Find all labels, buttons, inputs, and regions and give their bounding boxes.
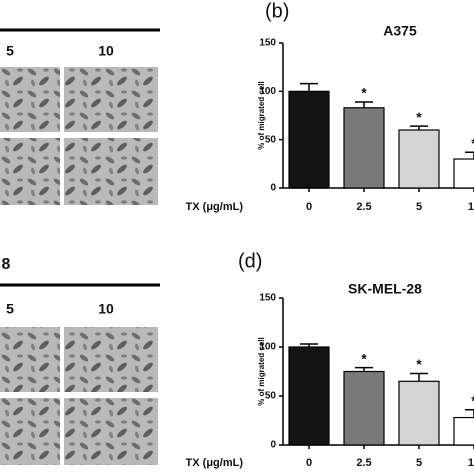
micrograph <box>64 327 158 392</box>
x-axis-label: TX (μg/mL) <box>186 457 244 469</box>
micrograph <box>0 327 60 392</box>
y-tick-label: 100 <box>259 86 276 97</box>
x-tick-label: 0 <box>306 457 312 469</box>
panel-label: (d) <box>238 250 262 272</box>
micrograph <box>0 67 60 132</box>
column-label: 10 <box>98 43 114 59</box>
x-tick-label: 5 <box>416 457 422 469</box>
column-label: 10 <box>98 301 114 317</box>
y-axis-label: % of migrated cell <box>257 81 266 149</box>
x-tick-label: 5 <box>416 201 422 213</box>
y-tick-label: 50 <box>265 391 277 402</box>
panel-label: (b) <box>265 0 289 22</box>
y-tick-label: 150 <box>259 38 276 49</box>
significance-mark: * <box>471 392 474 408</box>
y-axis-label: % of migrated cell <box>257 337 266 405</box>
y-tick-label: 50 <box>265 134 277 145</box>
x-tick-label: 2.5 <box>356 201 371 213</box>
bar <box>288 346 330 446</box>
bar <box>398 129 440 189</box>
bar <box>453 158 474 189</box>
micrograph <box>64 398 158 465</box>
y-tick-label: 0 <box>270 183 276 194</box>
significance-mark: * <box>416 356 422 372</box>
bar <box>398 380 440 446</box>
significance-mark: * <box>361 85 367 101</box>
y-tick-label: 150 <box>259 293 276 304</box>
x-axis-label: TX (μg/mL) <box>186 201 244 213</box>
x-tick-label: 2.5 <box>356 457 371 469</box>
y-tick-label: 0 <box>270 440 276 451</box>
micrograph <box>0 398 60 465</box>
micrograph <box>0 138 60 205</box>
y-tick-label: 100 <box>259 342 276 353</box>
x-tick-label: 0 <box>306 201 312 213</box>
bar <box>288 90 330 189</box>
x-tick-label: 10 <box>468 201 474 213</box>
micrograph <box>64 138 158 205</box>
column-label: 5 <box>6 43 14 59</box>
significance-mark: * <box>471 135 474 151</box>
bar <box>453 416 474 446</box>
significance-mark: * <box>361 350 367 366</box>
chart-title: A375 <box>383 23 417 39</box>
significance-mark: * <box>416 109 422 125</box>
chart-title: SK-MEL-28 <box>348 281 422 297</box>
column-label: 5 <box>6 301 14 317</box>
micrograph <box>64 67 158 132</box>
bar <box>343 370 385 446</box>
panel-title: 8 <box>2 256 11 273</box>
x-tick-label: 10 <box>468 457 474 469</box>
bar <box>343 107 385 189</box>
